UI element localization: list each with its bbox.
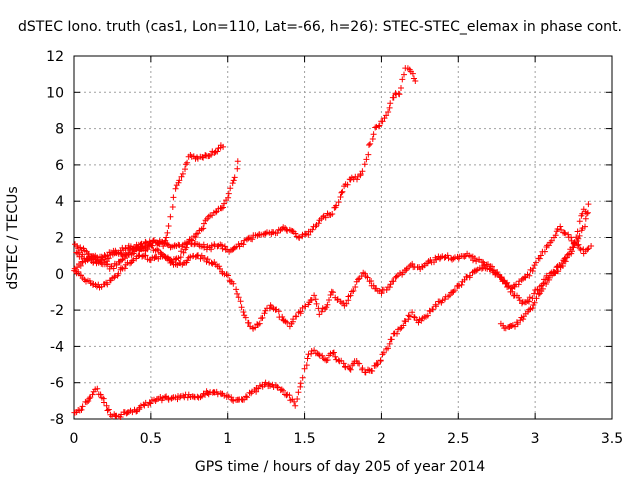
x-tick-label: 0 <box>70 431 79 447</box>
y-tick-label: 8 <box>55 122 64 138</box>
plus-markers <box>497 206 590 332</box>
series-4 <box>73 223 595 332</box>
y-tick-label: 6 <box>55 158 64 174</box>
series-6 <box>497 206 590 332</box>
y-tick-label: -4 <box>50 339 64 355</box>
y-tick-label: -8 <box>50 412 64 428</box>
x-tick-label: 1.5 <box>293 431 315 447</box>
plus-markers <box>71 201 592 420</box>
series-2 <box>71 158 241 291</box>
x-tick-label: 1 <box>223 431 232 447</box>
series-3 <box>71 65 419 272</box>
y-tick-label: -6 <box>50 376 64 392</box>
plus-markers <box>73 223 595 332</box>
y-tick-label: 2 <box>55 231 64 247</box>
y-tick-label: 12 <box>46 49 64 65</box>
y-tick-label: 10 <box>46 85 64 101</box>
x-axis-ticks: 0 0.5 1 1.5 2 2.5 3 3.5 <box>70 56 623 447</box>
y-axis-label: dSTEC / TECUs <box>5 186 21 289</box>
x-tick-label: 2 <box>377 431 386 447</box>
plus-markers <box>71 65 419 272</box>
chart-title: dSTEC Iono. truth (cas1, Lon=110, Lat=-6… <box>18 19 622 35</box>
plot-frame <box>73 55 613 420</box>
plus-markers <box>71 158 241 291</box>
x-tick-label: 2.5 <box>447 431 469 447</box>
x-tick-label: 0.5 <box>140 431 162 447</box>
y-tick-label: 4 <box>55 194 64 210</box>
x-axis-label: GPS time / hours of day 205 of year 2014 <box>195 459 485 475</box>
series-5 <box>71 201 592 420</box>
y-tick-label: 0 <box>55 267 64 283</box>
data-points <box>71 65 595 420</box>
y-axis-ticks: -8 -6 -4 -2 0 2 4 6 8 10 12 <box>46 49 612 428</box>
x-tick-label: 3.5 <box>601 431 623 447</box>
y-tick-label: -2 <box>50 303 64 319</box>
x-tick-label: 3 <box>531 431 540 447</box>
grid-lines <box>73 55 613 420</box>
